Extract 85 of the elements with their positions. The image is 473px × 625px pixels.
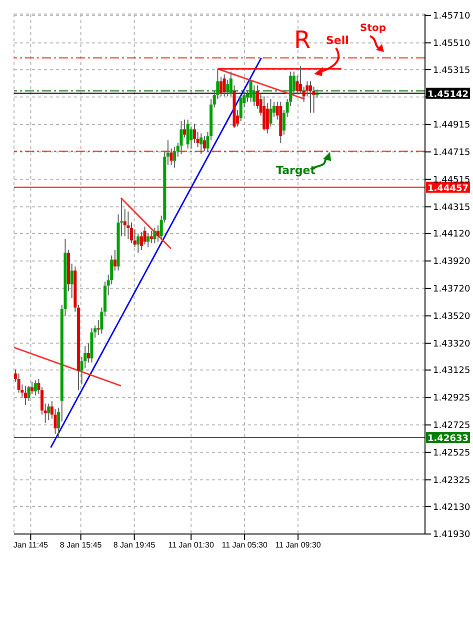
candlestick bbox=[67, 249, 70, 292]
annotation: Target bbox=[276, 164, 316, 177]
candlestick bbox=[136, 233, 140, 254]
candlestick bbox=[156, 224, 160, 242]
candlestick bbox=[116, 214, 120, 272]
candlestick bbox=[222, 74, 226, 97]
candlestick bbox=[269, 98, 272, 128]
candlestick bbox=[190, 126, 193, 149]
ref-line-label: 1.44457 bbox=[428, 184, 468, 194]
candlestick bbox=[110, 254, 114, 285]
x-tick-label: 8 Jan 19:45 bbox=[113, 540, 156, 550]
candlestick bbox=[90, 328, 94, 363]
candlestick bbox=[256, 84, 259, 110]
candlestick bbox=[186, 119, 190, 149]
annotation: Sell bbox=[326, 34, 349, 47]
candlestick bbox=[80, 356, 84, 385]
x-tick-label: 11 Jan 01:30 bbox=[168, 540, 214, 550]
candlestick bbox=[308, 80, 312, 114]
y-tick-label: 1.42525 bbox=[433, 448, 470, 459]
ref-line-label: 1.45142 bbox=[428, 90, 468, 100]
y-tick-label: 1.42725 bbox=[433, 421, 470, 432]
y-tick-label: 1.43520 bbox=[433, 312, 470, 322]
candlestick bbox=[123, 208, 126, 237]
candlestick bbox=[252, 84, 256, 106]
candlestick bbox=[196, 131, 200, 148]
x-tick-label: 11 Jan 09:30 bbox=[275, 540, 322, 550]
x-tick-label: 11 Jan 05:30 bbox=[222, 540, 268, 550]
candlestick bbox=[30, 381, 34, 395]
candlestick bbox=[170, 148, 173, 166]
candlestick bbox=[143, 226, 146, 245]
y-tick-label: 1.43125 bbox=[433, 366, 470, 376]
candlestick bbox=[266, 102, 269, 134]
candlestick bbox=[150, 230, 153, 244]
candlestick bbox=[70, 263, 74, 299]
candlestick bbox=[40, 386, 44, 416]
y-tick-label: 1.44120 bbox=[433, 230, 470, 240]
candlestick bbox=[232, 84, 236, 128]
candlestick bbox=[130, 222, 134, 244]
candlestick bbox=[146, 233, 150, 248]
candlestick bbox=[153, 228, 156, 244]
annotation: Stop bbox=[360, 23, 386, 34]
candlestick bbox=[192, 123, 196, 144]
candlestick bbox=[126, 211, 130, 240]
candlestick bbox=[34, 380, 37, 396]
candlestick bbox=[200, 132, 203, 154]
y-tick-label: 1.43320 bbox=[433, 339, 470, 350]
y-tick-label: 1.45315 bbox=[433, 66, 470, 76]
y-tick-label: 1.45710 bbox=[433, 12, 470, 22]
candlestick bbox=[133, 228, 136, 248]
candlestick bbox=[316, 88, 319, 98]
candlestick bbox=[202, 136, 206, 152]
candlestick bbox=[183, 119, 186, 138]
candlestick bbox=[17, 372, 20, 394]
y-tick-label: 1.42325 bbox=[433, 476, 470, 486]
y-tick-label: 1.45510 bbox=[433, 39, 470, 50]
y-tick-label: 1.42925 bbox=[433, 394, 470, 404]
candlestick bbox=[113, 249, 116, 272]
candlestick bbox=[302, 86, 306, 102]
x-tick-label: Jan 11:45 bbox=[13, 540, 49, 550]
candlestick bbox=[47, 403, 50, 421]
candlestick bbox=[173, 146, 176, 168]
candlestick bbox=[180, 120, 183, 154]
candlestick bbox=[96, 319, 100, 336]
candlestick bbox=[229, 71, 232, 97]
candlestick bbox=[226, 79, 230, 97]
annotation: R bbox=[294, 26, 311, 54]
candlestick bbox=[299, 66, 302, 94]
candlestick bbox=[306, 80, 309, 97]
candlestick bbox=[312, 86, 316, 114]
y-tick-label: 1.42130 bbox=[433, 502, 470, 513]
candlestick bbox=[279, 101, 282, 144]
candlestick bbox=[54, 408, 57, 434]
candlestick bbox=[220, 76, 222, 97]
ref-line-label: 1.42633 bbox=[428, 434, 468, 444]
y-tick-label: 1.44915 bbox=[433, 120, 470, 131]
x-tick-label: 8 Jan 15:45 bbox=[60, 540, 102, 550]
y-tick-label: 1.44315 bbox=[433, 202, 470, 213]
candlestick bbox=[24, 385, 27, 406]
candlestick bbox=[86, 342, 90, 363]
y-tick-label: 1.44715 bbox=[433, 148, 470, 158]
y-tick-label: 1.43720 bbox=[433, 284, 470, 295]
candlestick bbox=[84, 346, 87, 368]
y-tick-label: 1.41930 bbox=[433, 530, 470, 540]
candlestick bbox=[140, 232, 143, 250]
y-tick-label: 1.43920 bbox=[433, 257, 470, 268]
